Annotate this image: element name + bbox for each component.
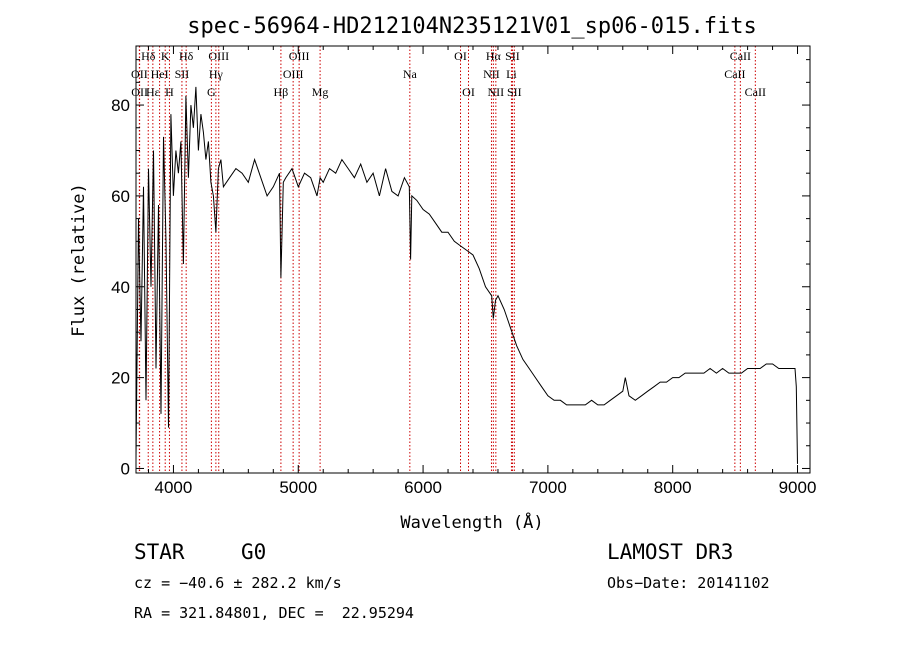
spectrum-series bbox=[135, 86, 798, 464]
spectral-line-label: OIII bbox=[283, 67, 304, 81]
spectral-line-label: Li bbox=[506, 67, 517, 81]
y-tick-label: 20 bbox=[111, 369, 130, 388]
spectral-line-markers bbox=[138, 46, 756, 473]
coordinates: RA = 321.84801, DEC = 22.95294 bbox=[134, 604, 414, 622]
spectral-line-label: Hβ bbox=[274, 85, 289, 99]
redshift-velocity: cz = −40.6 ± 282.2 km/s bbox=[134, 574, 342, 592]
plot-frame bbox=[135, 45, 811, 474]
spectral-line-label: OIII bbox=[289, 49, 310, 63]
object-class: STAR bbox=[134, 540, 185, 564]
spectral-line-label: G bbox=[207, 85, 216, 99]
spectral-line-label: K bbox=[161, 49, 170, 63]
x-tick-label: 5000 bbox=[279, 478, 317, 497]
y-axis-label: Flux (relative) bbox=[69, 183, 89, 337]
spectral-line-label: Hγ bbox=[209, 67, 224, 81]
x-tick-label: 7000 bbox=[529, 478, 567, 497]
spectral-line-label: NII bbox=[488, 85, 505, 99]
spectral-line-label: NII bbox=[483, 67, 500, 81]
axis-ticks: 4000 5000 6000 7000 8000 9000 0 20 40 60 80 bbox=[111, 46, 816, 497]
spectral-line-label: SII bbox=[507, 85, 522, 99]
spectral-line-label: HeI bbox=[151, 67, 169, 81]
spectral-line-label: H bbox=[165, 85, 174, 99]
x-tick-label: 6000 bbox=[404, 478, 442, 497]
spectral-line-label: Hδ bbox=[141, 49, 156, 63]
observation-date: Obs−Date: 20141102 bbox=[607, 574, 770, 592]
spectral-line-label: SII bbox=[505, 49, 520, 63]
survey-name: LAMOST DR3 bbox=[607, 540, 734, 564]
spectral-line-label: Na bbox=[403, 67, 418, 81]
y-tick-label: 80 bbox=[111, 96, 130, 115]
spectral-line-label: Mg bbox=[312, 85, 329, 99]
y-tick-label: 60 bbox=[111, 187, 130, 206]
spectral-line-label: CaII bbox=[724, 67, 745, 81]
object-subclass: G0 bbox=[241, 540, 267, 564]
chart-title: spec-56964-HD212104N235121V01_sp06-015.f… bbox=[187, 14, 757, 39]
spectral-line-label: CaII bbox=[730, 49, 751, 63]
spectral-line-label: SII bbox=[175, 67, 190, 81]
spectral-line-label: OII bbox=[131, 85, 148, 99]
x-axis-label: Wavelength (Å) bbox=[400, 511, 543, 533]
x-tick-label: 9000 bbox=[779, 478, 817, 497]
spectral-line-label: OIII bbox=[208, 49, 229, 63]
x-tick-label: 8000 bbox=[654, 478, 692, 497]
spectral-line-label: CaII bbox=[745, 85, 766, 99]
spectral-line-label: OI bbox=[454, 49, 467, 63]
spectral-line-label: Hα bbox=[486, 49, 502, 63]
spectral-line-label: OI bbox=[462, 85, 475, 99]
spectral-line-label: Hδ bbox=[179, 49, 194, 63]
spectral-line-label: OII bbox=[131, 67, 148, 81]
y-tick-label: 0 bbox=[121, 459, 130, 478]
y-tick-label: 40 bbox=[111, 278, 130, 297]
spectrum-chart: spec-56964-HD212104N235121V01_sp06-015.f… bbox=[69, 14, 816, 533]
x-tick-label: 4000 bbox=[155, 478, 193, 497]
spectral-line-label: Hε bbox=[146, 85, 160, 99]
series-line-flux bbox=[135, 86, 798, 464]
